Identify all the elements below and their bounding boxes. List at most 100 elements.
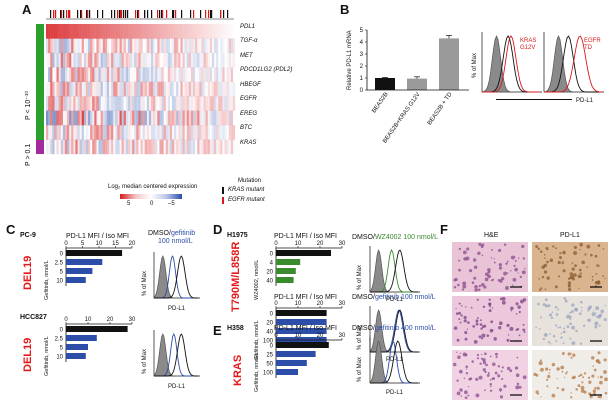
mutation-tick <box>60 10 62 18</box>
mutation-tick <box>211 10 213 18</box>
e-flow-xlabel: PD-L1 <box>386 390 404 396</box>
hbar-bar <box>66 326 128 332</box>
tissue-dot <box>560 365 565 370</box>
b-ytick-label: 0 <box>360 88 364 94</box>
tissue-dot <box>571 277 576 281</box>
heatmap-cell <box>214 53 216 68</box>
hbar-ylabel: Gefitinib, nmol/L <box>44 336 50 376</box>
heatmap-cell <box>203 96 206 111</box>
tissue-dot <box>595 359 600 363</box>
heatmap-cell <box>117 81 120 97</box>
heatmap-cell <box>148 24 152 39</box>
tissue-dot <box>544 298 548 302</box>
tissue-dot <box>464 396 468 400</box>
heatmap-cell <box>136 24 139 39</box>
scale-bar <box>120 194 182 199</box>
gene-label: PDCD1LG2 (PDL2) <box>240 67 293 74</box>
hbar-tick-label: 20 <box>107 317 114 323</box>
hbar-dose-label: 0 <box>60 252 64 258</box>
hbar-bar <box>276 319 327 325</box>
heatmap-cell <box>115 81 118 97</box>
tissue-dot <box>472 258 477 262</box>
tissue-dot <box>544 254 546 256</box>
heatmap-cell <box>64 52 68 68</box>
tissue-dot <box>582 376 585 379</box>
tissue-dot <box>567 352 571 356</box>
heatmap-cell <box>226 139 229 155</box>
tissue-dot <box>572 375 576 379</box>
heatmap-cell <box>169 110 173 126</box>
flow-curve <box>482 35 540 93</box>
mutation-tick <box>121 10 123 18</box>
heatmap-cell <box>230 110 233 126</box>
heatmap-cell <box>106 139 110 155</box>
tissue-dot <box>490 385 492 388</box>
egfr-legend-mark <box>222 197 224 204</box>
mutation-tick <box>86 10 88 18</box>
heatmap-cell <box>184 139 187 155</box>
gene-label: TGF-α <box>240 38 258 45</box>
heatmap-cell <box>167 81 170 97</box>
heatmap-cell <box>90 96 93 111</box>
mutation-tick <box>137 10 139 18</box>
heatmap-cell <box>193 81 196 97</box>
heatmap-cell <box>71 139 74 155</box>
pdl1-mrna-chart: 0 1 2 3 4 5 Relative PD-L1 mRNA BEAS2BBEAS2B+KR… <box>347 28 469 144</box>
heatmap-cell <box>52 24 55 39</box>
heatmap-cell <box>83 52 86 68</box>
tissue-dot <box>579 373 583 377</box>
heatmap-cell <box>195 125 198 140</box>
heatmap-cell <box>188 52 191 68</box>
heatmap-cell <box>195 110 198 126</box>
hbar-tick-label: 0 <box>274 301 278 307</box>
heatmap-cell <box>62 38 65 54</box>
hbar-bar <box>66 259 103 265</box>
tissue-dot <box>484 389 486 392</box>
tissue-dot <box>604 391 608 395</box>
heatmap-cell <box>220 139 223 155</box>
heatmap-cell <box>115 24 118 39</box>
heatmap-cell <box>214 38 217 54</box>
heatmap-cell <box>50 38 53 54</box>
tissue-dot <box>460 395 463 397</box>
heatmap-cell <box>212 67 214 82</box>
mutation-tick <box>173 10 175 18</box>
heatmap-cell <box>167 139 170 155</box>
tissue-dot <box>539 359 542 362</box>
p-value-top: P < 10⁻¹⁰ <box>25 90 32 120</box>
heatmap-cell <box>58 110 61 126</box>
mutation-tick <box>89 10 91 18</box>
heatmap-cell <box>216 24 219 39</box>
heatmap-cell <box>163 38 166 54</box>
tissue-dot <box>514 366 519 370</box>
heatmap-cell <box>125 96 128 111</box>
heatmap-cell <box>90 52 93 68</box>
heatmap-cell <box>111 38 114 54</box>
heatmap-cell <box>83 67 86 82</box>
heatmap-cell <box>96 24 99 39</box>
heatmap-cell <box>130 139 133 155</box>
tissue-dot <box>519 275 522 279</box>
heatmap-cell <box>193 52 196 68</box>
heatmap-cell <box>145 96 147 111</box>
tissue-dot <box>487 274 491 279</box>
heatmap-cell <box>77 24 80 39</box>
heatmap-cell <box>195 67 197 82</box>
tissue-dot <box>545 304 548 308</box>
tissue-dot <box>569 322 572 325</box>
heatmap-cell <box>99 111 101 126</box>
flow-kras <box>481 32 542 93</box>
tissue-dot <box>484 352 487 356</box>
tissue-dot <box>520 299 524 304</box>
tissue-dot <box>458 302 461 305</box>
tissue-dot <box>586 244 591 249</box>
tissue-dot <box>481 254 484 257</box>
mutation-tick <box>157 10 159 18</box>
heatmap-cell <box>119 67 122 82</box>
heatmap-cell <box>79 81 82 97</box>
heatmap-cell <box>88 96 91 111</box>
tissue-dot <box>580 300 583 304</box>
heatmap-cell <box>209 38 212 54</box>
tissue-dot <box>549 258 554 263</box>
tissue-dot <box>596 264 599 267</box>
